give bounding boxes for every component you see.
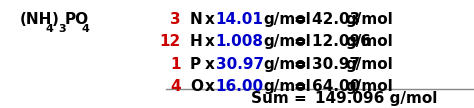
Text: 30.97: 30.97 — [216, 57, 264, 71]
Text: 1.008: 1.008 — [216, 34, 264, 49]
Text: g/mol: g/mol — [263, 34, 310, 49]
Text: x: x — [205, 57, 215, 71]
Text: N: N — [190, 12, 202, 27]
Text: g/mol: g/mol — [346, 12, 393, 27]
Text: ): ) — [52, 12, 59, 27]
Text: (NH: (NH — [20, 12, 53, 27]
Text: 4: 4 — [170, 79, 181, 94]
Text: PO: PO — [64, 12, 89, 27]
Text: P: P — [190, 57, 201, 71]
Text: 4: 4 — [45, 24, 53, 34]
Text: g/mol: g/mol — [346, 34, 393, 49]
Text: O: O — [190, 79, 203, 94]
Text: 14.01: 14.01 — [216, 12, 264, 27]
Text: = 42.03: = 42.03 — [293, 12, 360, 27]
Text: 4: 4 — [82, 24, 90, 34]
Text: 3: 3 — [58, 24, 66, 34]
Text: 149.096 g/mol: 149.096 g/mol — [315, 91, 437, 106]
Text: g/mol: g/mol — [346, 79, 393, 94]
Text: 16.00: 16.00 — [216, 79, 264, 94]
Text: 1: 1 — [170, 57, 181, 71]
Text: 12: 12 — [159, 34, 181, 49]
Text: g/mol: g/mol — [263, 12, 310, 27]
Text: g/mol: g/mol — [263, 57, 310, 71]
Text: x: x — [205, 34, 215, 49]
Text: = 30.97: = 30.97 — [293, 57, 360, 71]
Text: H: H — [190, 34, 202, 49]
Text: = 12.096: = 12.096 — [293, 34, 370, 49]
Text: x: x — [205, 12, 215, 27]
Text: = 64.00: = 64.00 — [293, 79, 360, 94]
Text: g/mol: g/mol — [346, 57, 393, 71]
Text: 3: 3 — [170, 12, 181, 27]
Text: g/mol: g/mol — [263, 79, 310, 94]
Text: Sum =: Sum = — [251, 91, 312, 106]
Text: x: x — [205, 79, 215, 94]
